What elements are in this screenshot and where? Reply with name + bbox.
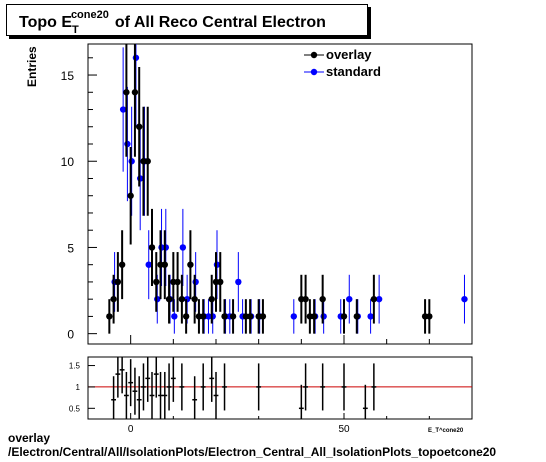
footer-line-1: overlay: [8, 431, 51, 445]
overlay-point: [136, 123, 143, 130]
overlay-point: [178, 295, 186, 303]
footer-line-2: /Electron/Central/All/IsolationPlots/Ele…: [8, 445, 497, 459]
axis-labels: 0 5 10 15 0 50 0.5 1 1.5: [61, 57, 473, 435]
overlay-point: [110, 295, 117, 303]
title-superscript: cone20: [71, 9, 109, 21]
standard-point: [290, 313, 297, 320]
ratio-plot-frame: [87, 356, 473, 420]
overlay-point: [106, 313, 113, 320]
standard-point: [375, 295, 383, 303]
standard-point: [171, 313, 178, 320]
overlay-point: [246, 313, 254, 320]
y-tick-label: 0: [67, 328, 74, 342]
overlay-point: [221, 313, 228, 320]
y-tick-label: 5: [67, 241, 74, 255]
standard-point: [346, 295, 353, 303]
title-suffix: of All Reco Central Electron: [115, 14, 326, 31]
overlay-point: [144, 158, 151, 165]
title-subscript: T: [72, 24, 79, 36]
overlay-point: [353, 313, 360, 320]
ratio-plot-marks: [88, 357, 472, 419]
overlay-point: [123, 89, 130, 96]
y-axis-title: Entries: [25, 46, 39, 87]
overlay-point: [319, 295, 326, 303]
overlay-point: [200, 313, 207, 320]
overlay-point: [174, 278, 181, 286]
overlay-point: [161, 261, 168, 268]
standard-point: [179, 244, 187, 251]
y-tick-label: 15: [61, 69, 75, 83]
standard-point: [367, 313, 374, 320]
ratio-x-tick-label: 50: [338, 424, 350, 435]
ratio-y-tick-label: 0.5: [69, 404, 81, 413]
overlay-point: [191, 295, 198, 303]
overlay-point: [114, 278, 122, 286]
overlay-point: [127, 192, 134, 199]
standard-point: [119, 106, 127, 113]
standard-point: [124, 140, 131, 148]
overlay-point: [426, 313, 433, 320]
standard-point: [461, 295, 468, 303]
legend-standard-label: standard: [326, 64, 381, 79]
overlay-point: [310, 313, 318, 320]
standard-point: [235, 278, 242, 286]
legend: overlay standard: [304, 47, 381, 79]
main-plot-frame: [87, 43, 473, 345]
overlay-point: [118, 261, 126, 268]
overlay-point: [302, 295, 309, 303]
overlay-point: [187, 261, 194, 268]
overlay-point: [208, 295, 215, 303]
overlay-point: [340, 313, 348, 320]
legend-standard-marker: [310, 68, 318, 76]
legend-overlay-label: overlay: [326, 47, 372, 62]
ratio-y-tick-label: 1.5: [69, 362, 81, 371]
ratio-x-axis-title: E_T^cone20: [428, 428, 464, 434]
ratio-y-tick-label: 1: [76, 383, 81, 392]
overlay-point: [153, 278, 160, 286]
overlay-point: [182, 313, 190, 320]
overlay-point: [148, 244, 156, 251]
overlay-point: [131, 89, 139, 96]
footer-path: overlay /Electron/Central/All/IsolationP…: [8, 431, 496, 459]
standard-point: [145, 261, 152, 268]
y-tick-label: 10: [61, 155, 75, 169]
overlay-point: [217, 278, 224, 286]
overlay-point: [259, 313, 267, 320]
overlay-point: [370, 295, 378, 303]
legend-overlay-marker: [310, 51, 318, 59]
overlay-point: [165, 295, 173, 303]
title-prefix: Topo E: [19, 14, 72, 31]
ratio-x-tick-label: 0: [128, 424, 134, 435]
overlay-point: [229, 313, 237, 320]
title-box: Topo ETcone20 of All Reco Central Electro…: [6, 4, 368, 36]
main-plot-marks: [106, 44, 468, 334]
